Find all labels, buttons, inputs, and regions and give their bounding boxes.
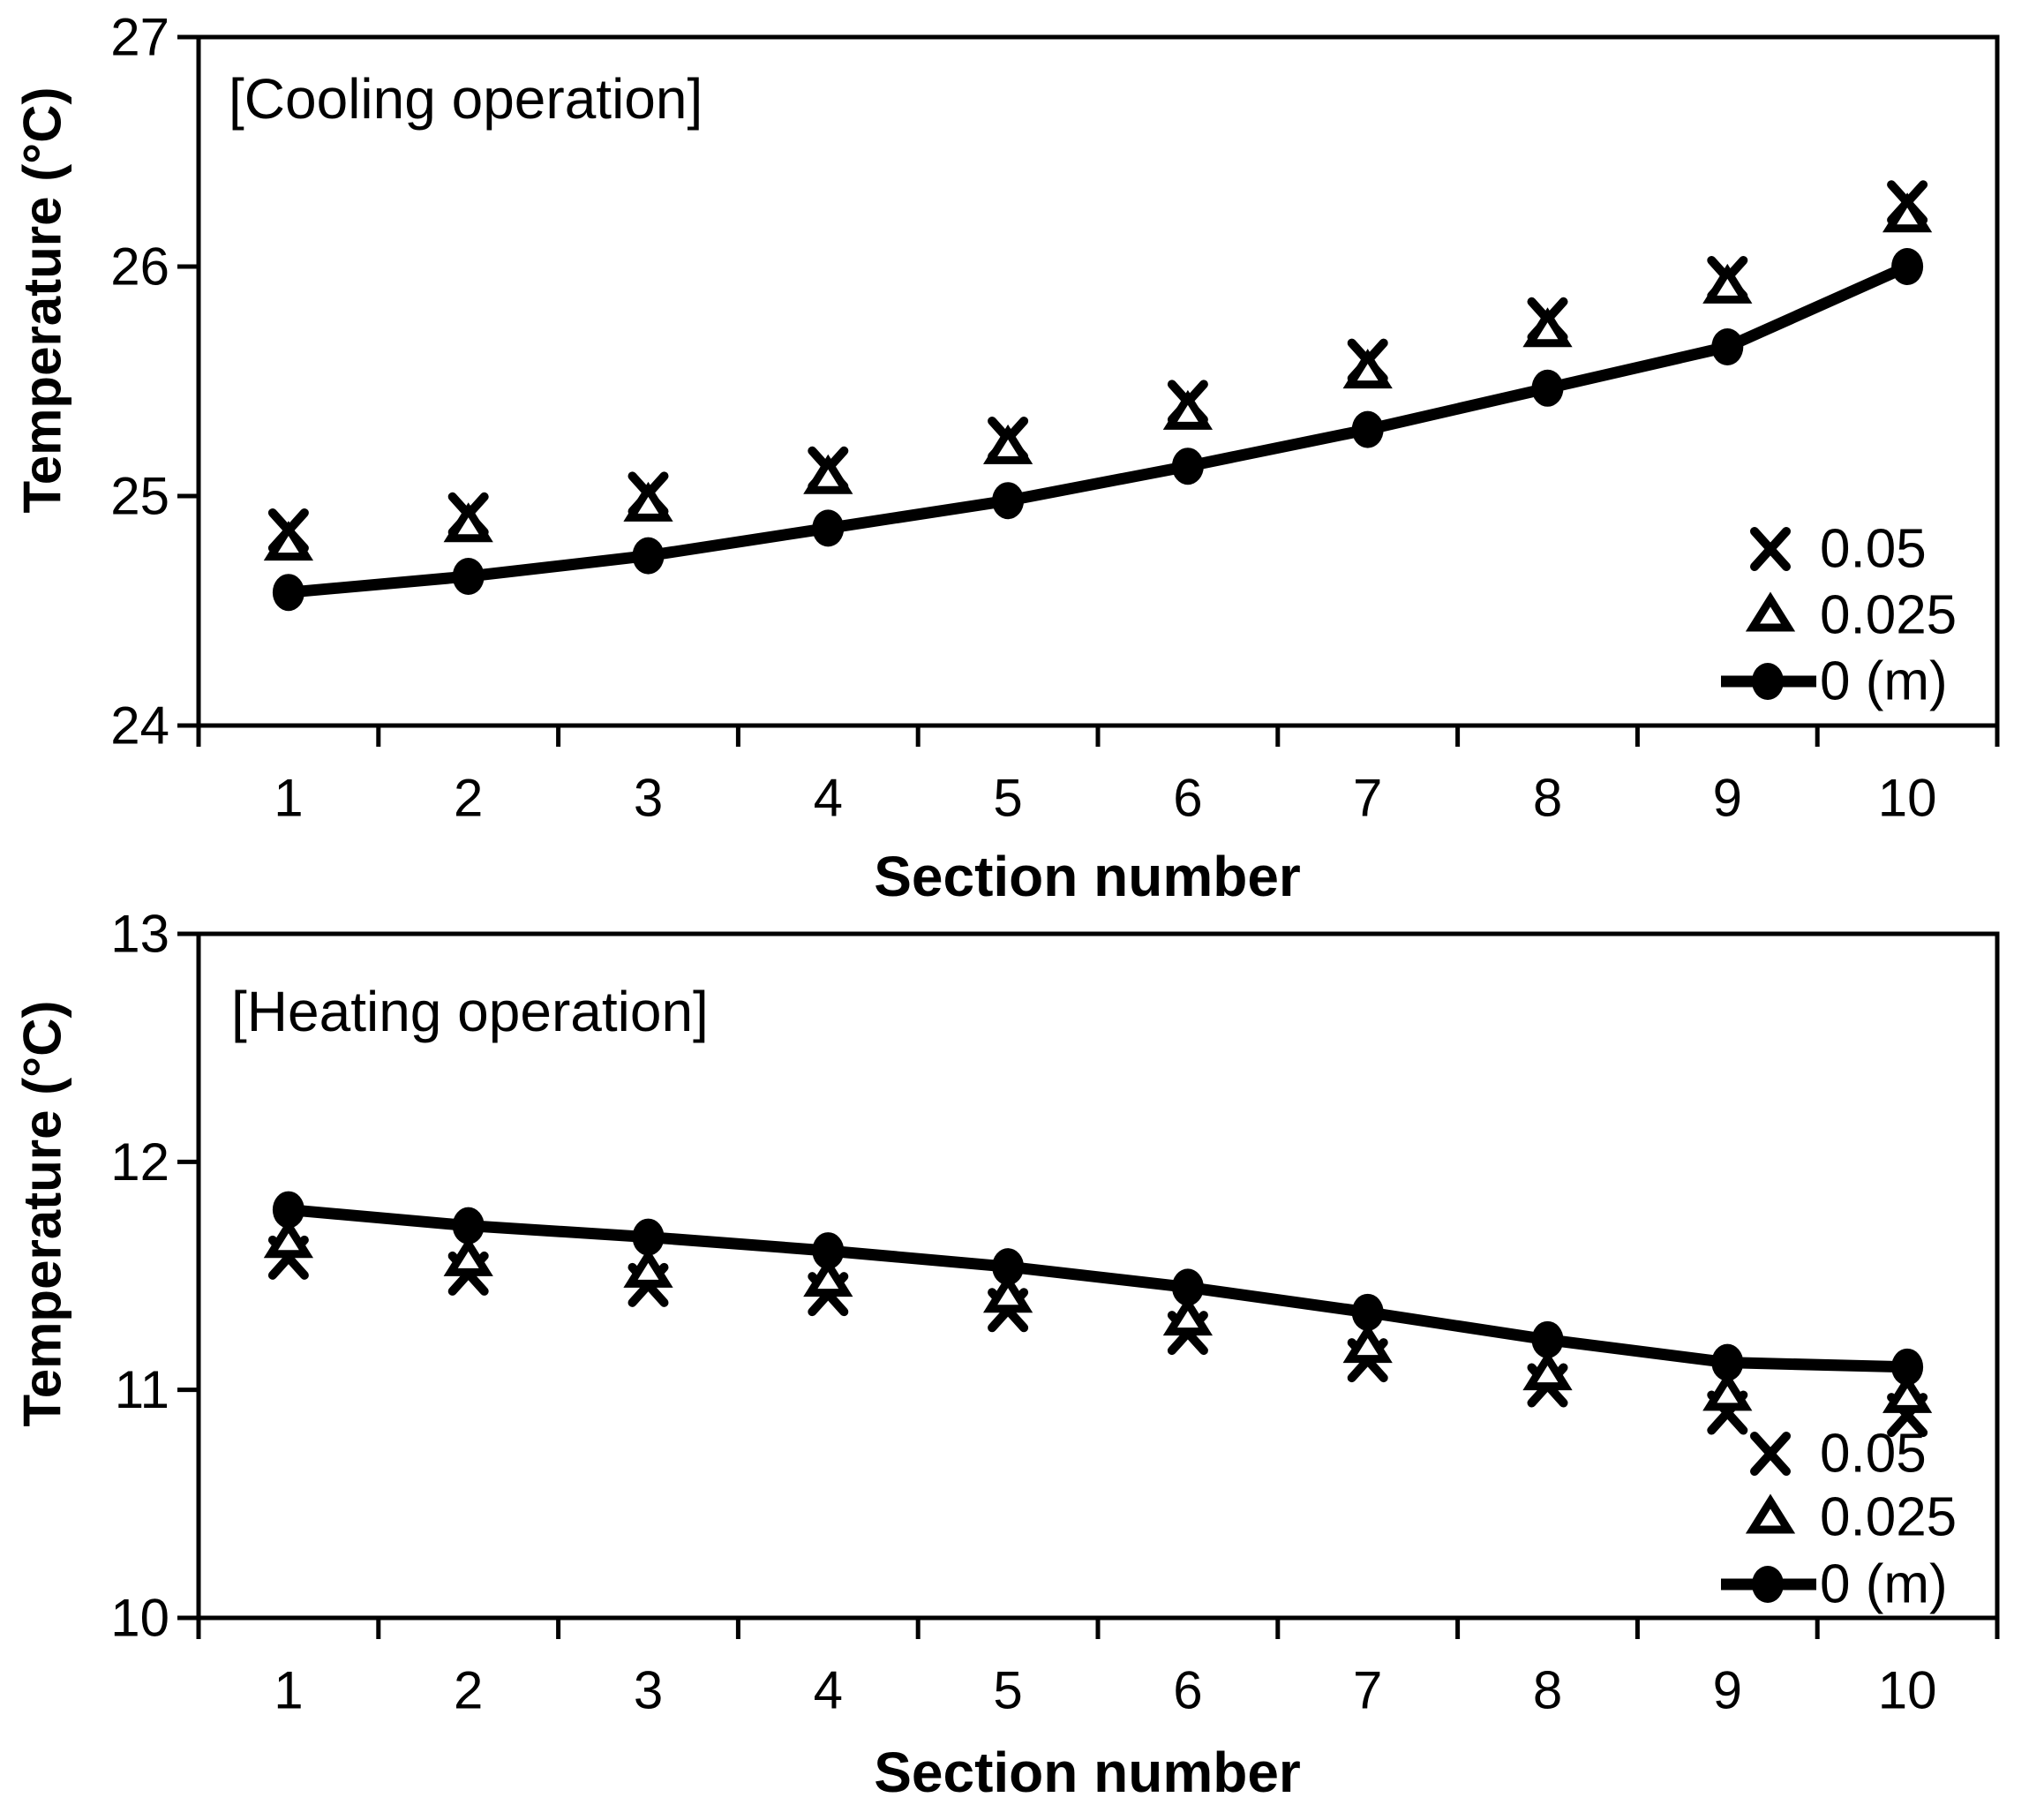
- y-tick-label: 25: [110, 467, 169, 526]
- triangle-marker: [263, 1218, 314, 1259]
- triangle-marker: [1882, 1373, 1933, 1413]
- filled-circle-marker: [1752, 1566, 1784, 1603]
- filled-circle-marker: [1711, 1343, 1744, 1381]
- x-tick-label: 2: [454, 1661, 483, 1720]
- x-tick-label: 6: [1173, 769, 1202, 828]
- filled-circle-marker: [992, 482, 1025, 520]
- triangle-marker: [443, 502, 493, 543]
- filled-circle-marker: [1531, 1320, 1564, 1358]
- x-tick-label: 7: [1353, 1661, 1382, 1720]
- filled-circle-marker: [1891, 248, 1924, 285]
- triangle-marker: [1702, 1371, 1753, 1411]
- series-polyline: [288, 1204, 1908, 1373]
- triangle-marker: [1342, 349, 1393, 389]
- legend-label-0-05: 0.05: [1820, 519, 1927, 580]
- triangle-marker: [982, 1273, 1033, 1313]
- filled-circle-marker: [812, 509, 845, 547]
- filled-circle-marker: [632, 1218, 665, 1256]
- x-tick-label: 1: [274, 1661, 303, 1720]
- y-axis-title: Temperature (°C): [13, 1001, 72, 1427]
- filled-circle-marker: [812, 1232, 845, 1270]
- plot-area-border: [196, 34, 2000, 728]
- triangle-marker: [1522, 1350, 1573, 1391]
- x-tick-label: 3: [634, 769, 663, 828]
- filled-circle-marker: [1531, 369, 1564, 407]
- x-tick-label: 10: [1878, 769, 1937, 828]
- legend-label-0-m: 0 (m): [1820, 1554, 1948, 1615]
- triangle-marker: [263, 521, 314, 561]
- x-tick-label: 3: [634, 1661, 663, 1720]
- filled-circle-marker: [1711, 328, 1744, 365]
- x-tick-label: 10: [1878, 1661, 1937, 1720]
- filled-circle-marker: [1171, 447, 1204, 485]
- legend-label-0-025: 0.025: [1820, 585, 1957, 646]
- triangle-marker: [982, 424, 1033, 464]
- triangle-marker: [803, 454, 853, 494]
- filled-circle-marker: [272, 574, 304, 612]
- legend-label-0-05: 0.05: [1820, 1424, 1927, 1485]
- filled-circle-marker: [1171, 1268, 1204, 1306]
- filled-circle-marker: [992, 1248, 1025, 1286]
- triangle-marker: [1745, 1493, 1796, 1534]
- y-tick-label: 10: [110, 1589, 169, 1648]
- legend: 0.05 0.025 0 (m): [1820, 1424, 1957, 1615]
- x-tick-label: 5: [993, 769, 1022, 828]
- x-tick-label: 5: [993, 1661, 1022, 1720]
- y-tick-label: 12: [110, 1132, 169, 1192]
- series-polyline: [288, 261, 1910, 598]
- triangle-marker: [1745, 591, 1796, 632]
- y-axis-title: Temperature (°C): [13, 87, 72, 514]
- chart-title: [Heating operation]: [231, 980, 709, 1043]
- triangle-marker: [1702, 263, 1753, 304]
- triangle-marker: [443, 1236, 493, 1276]
- x-axis-title: Section number: [874, 1741, 1301, 1804]
- filled-circle-marker: [1351, 410, 1384, 448]
- y-tick-label: 11: [115, 1360, 169, 1419]
- x-tick-label: 8: [1533, 769, 1562, 828]
- x-tick-label: 4: [814, 1661, 843, 1720]
- filled-circle-marker: [452, 1207, 485, 1245]
- filled-circle-marker: [452, 558, 485, 595]
- triangle-marker: [623, 1247, 673, 1288]
- y-tick-label: 26: [110, 237, 169, 297]
- filled-circle-marker: [632, 537, 665, 575]
- x-marker: [1750, 527, 1791, 571]
- x-tick-label: 8: [1533, 1661, 1562, 1720]
- x-tick-label: 9: [1713, 769, 1742, 828]
- y-tick-label: 27: [110, 8, 169, 67]
- cooling-chart: 27 26 25 24 1 2 3 4 5 6 7 8 9 10 [Cooling operation] …: [13, 8, 2000, 908]
- triangle-marker: [623, 481, 673, 522]
- x-marker: [1750, 1432, 1791, 1476]
- triangle-marker: [1342, 1323, 1393, 1364]
- filled-circle-marker: [272, 1191, 304, 1229]
- triangle-marker: [1162, 389, 1214, 430]
- triangle-marker: [1522, 307, 1573, 348]
- triangle-marker: [803, 1257, 853, 1297]
- filled-circle-marker: [1351, 1293, 1384, 1331]
- x-tick-label: 1: [274, 769, 303, 828]
- chart-title: [Cooling operation]: [229, 67, 703, 131]
- x-tick-label: 9: [1713, 1661, 1742, 1720]
- y-tick-label: 13: [110, 910, 169, 964]
- triangle-marker: [1882, 192, 1933, 233]
- legend-label-0-025: 0.025: [1820, 1487, 1957, 1548]
- y-tick-label: 24: [110, 696, 169, 756]
- x-tick-label: 7: [1353, 769, 1382, 828]
- x-tick-label: 4: [814, 769, 843, 828]
- x-tick-label: 2: [454, 769, 483, 828]
- filled-circle-marker: [1752, 663, 1784, 700]
- filled-circle-marker: [1891, 1348, 1924, 1386]
- heating-chart: 13 12 11 10 1 2 3 4 5 6 7 8 9 10 [Heating operation] …: [0, 910, 2029, 1820]
- legend: 0.05 0.025 0 (m): [1820, 519, 1957, 712]
- x-tick-label: 6: [1173, 1661, 1202, 1720]
- x-axis-title: Section number: [874, 845, 1301, 908]
- cooling-plot-layer: 27 26 25 24 1 2 3 4 5 6 7 8 9 10: [110, 8, 2000, 828]
- triangle-marker: [1162, 1296, 1214, 1336]
- legend-label-0-m: 0 (m): [1820, 651, 1948, 712]
